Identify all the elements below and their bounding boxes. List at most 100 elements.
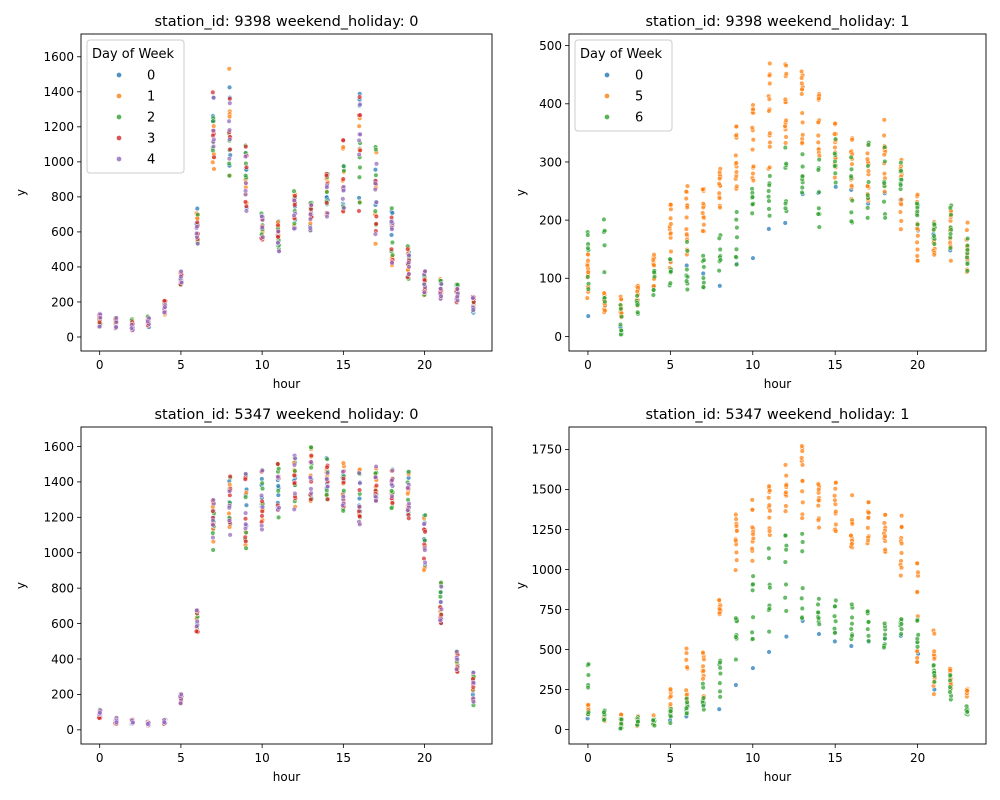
data-point <box>799 189 805 196</box>
data-point <box>585 232 591 238</box>
data-point <box>849 161 855 167</box>
y-tick-label: 0 <box>554 723 562 737</box>
data-point <box>372 180 378 186</box>
data-point <box>783 473 789 479</box>
y-tick-label: 0 <box>554 330 562 344</box>
data-point <box>717 195 723 201</box>
data-point <box>651 723 657 729</box>
data-point <box>373 147 379 153</box>
data-point <box>227 473 233 480</box>
data-point <box>437 617 443 623</box>
data-point <box>833 597 839 603</box>
data-point <box>816 189 822 195</box>
data-point <box>389 226 395 232</box>
data-point <box>947 677 953 684</box>
data-point <box>964 709 970 715</box>
data-point <box>799 80 805 86</box>
data-point <box>259 468 265 474</box>
y-tick-label: 1750 <box>531 443 562 457</box>
data-point <box>601 709 607 715</box>
data-point <box>848 154 854 160</box>
data-point <box>766 182 772 188</box>
series-4 <box>96 453 477 728</box>
data-point <box>750 614 756 620</box>
data-point <box>291 462 298 468</box>
data-point <box>635 719 641 725</box>
data-point <box>733 262 740 268</box>
data-point <box>211 123 217 129</box>
data-point <box>260 504 266 510</box>
data-point <box>833 180 839 186</box>
data-point <box>145 721 151 727</box>
data-point <box>389 481 395 487</box>
data-point <box>454 656 460 662</box>
x-tick-label: 5 <box>667 358 675 372</box>
data-point <box>701 656 707 662</box>
data-point <box>275 228 281 234</box>
data-point <box>849 183 855 189</box>
data-point <box>849 198 855 204</box>
data-point <box>356 174 362 180</box>
legend-marker <box>604 93 610 99</box>
legend-marker <box>604 114 610 120</box>
data-point <box>683 189 689 195</box>
data-point <box>259 486 266 492</box>
data-point <box>372 231 378 237</box>
data-point <box>668 230 674 236</box>
data-point <box>97 323 103 330</box>
data-point <box>667 256 673 262</box>
data-point <box>276 514 282 520</box>
data-point <box>259 508 265 514</box>
data-point <box>833 184 839 190</box>
data-point <box>800 164 806 170</box>
data-point <box>783 489 789 495</box>
data-point <box>324 214 330 220</box>
data-point <box>733 254 739 260</box>
data-point <box>292 468 298 474</box>
y-tick-label: 600 <box>51 617 74 631</box>
data-point <box>783 634 789 640</box>
data-point <box>749 210 755 216</box>
data-point <box>915 569 921 575</box>
y-tick-label: 1000 <box>43 155 74 169</box>
data-point <box>602 308 608 314</box>
data-point <box>275 474 281 480</box>
data-point <box>815 481 821 487</box>
data-point <box>438 293 444 299</box>
data-point <box>325 496 331 502</box>
data-point <box>388 505 395 511</box>
data-point <box>881 520 887 526</box>
data-point <box>964 261 970 267</box>
data-point <box>750 171 756 177</box>
y-tick-label: 0 <box>66 723 74 737</box>
y-tick-label: 400 <box>51 260 74 274</box>
data-point <box>717 246 723 253</box>
data-point <box>800 119 806 125</box>
data-point <box>684 286 690 293</box>
data-point <box>178 691 184 698</box>
data-point <box>816 596 822 602</box>
data-point <box>668 202 674 208</box>
data-point <box>717 283 723 289</box>
chart-title: station_id: 9398 weekend_holiday: 1 <box>646 14 910 30</box>
data-point <box>242 154 249 160</box>
data-point <box>832 121 838 127</box>
data-point <box>356 470 362 476</box>
data-point <box>324 173 330 179</box>
data-point <box>750 581 756 587</box>
data-point <box>866 510 872 516</box>
data-point <box>226 488 233 494</box>
x-tick-label: 15 <box>336 358 351 372</box>
legend-marker <box>604 72 610 78</box>
data-point <box>832 497 838 503</box>
data-point <box>242 476 248 482</box>
data-point <box>849 541 855 547</box>
data-point <box>324 184 330 190</box>
data-point <box>356 123 362 129</box>
data-point <box>291 188 297 194</box>
data-point <box>865 633 872 639</box>
data-point <box>700 253 706 259</box>
data-point <box>113 324 119 330</box>
data-point <box>799 91 805 97</box>
data-point <box>750 255 756 261</box>
